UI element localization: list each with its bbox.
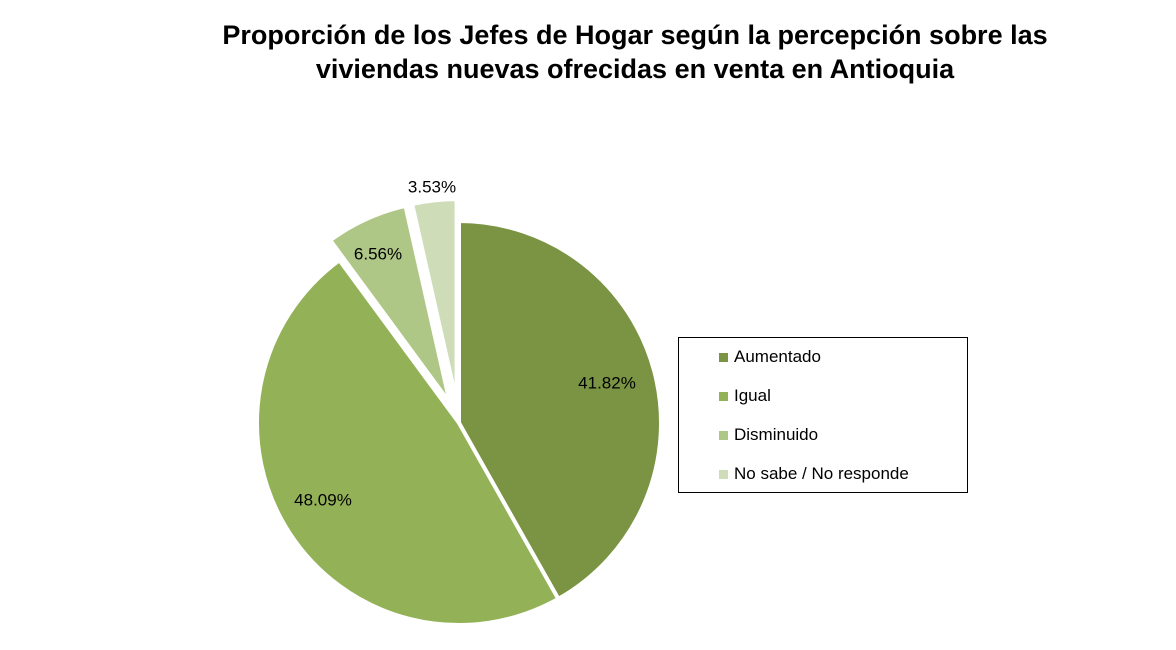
legend-swatch: [719, 469, 728, 479]
pie-slice-igual: [255, 258, 561, 627]
legend-item: No sabe / No responde: [719, 464, 909, 484]
pie-slice-no-sabe-no-responde: [410, 197, 459, 404]
legend-label: Igual: [734, 386, 771, 405]
data-label-3: 3.53%: [408, 177, 456, 196]
data-label-0: 41.82%: [578, 373, 636, 392]
legend-item: Aumentado: [719, 347, 821, 367]
legend-swatch: [719, 352, 728, 362]
pie-slice-disminuido: [328, 203, 452, 405]
chart-title: Proporción de los Jefes de Hogar según l…: [170, 18, 1100, 86]
legend-label: Aumentado: [734, 347, 821, 366]
legend-swatch: [719, 391, 728, 401]
data-label-2: 6.56%: [354, 244, 402, 263]
legend: Aumentado Igual Disminuido No sabe / No res…: [678, 337, 968, 493]
legend-swatch: [719, 430, 728, 440]
legend-item: Igual: [719, 386, 771, 406]
legend-label: No sabe / No responde: [734, 464, 909, 483]
chart-title-line-2: viviendas nuevas ofrecidas en venta en A…: [315, 54, 955, 84]
data-label-1: 48.09%: [294, 490, 352, 509]
legend-label: Disminuido: [734, 425, 819, 444]
legend-item: Disminuido: [719, 425, 818, 445]
pie-slice-aumentado: [457, 219, 663, 601]
chart-title-line-1: Proporción de los Jefes de Hogar según l…: [222, 20, 1048, 50]
